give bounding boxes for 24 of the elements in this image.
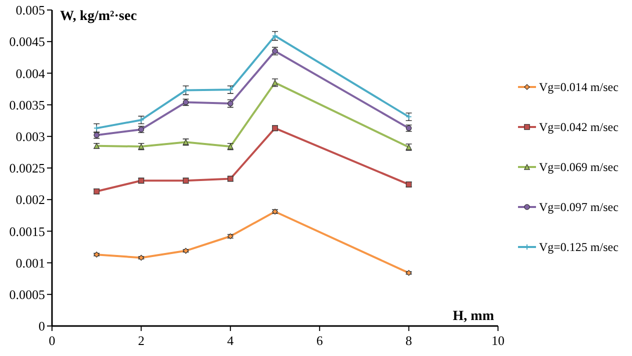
- x-tick-label: 8: [406, 333, 412, 348]
- y-tick-label: 0.0035: [9, 97, 45, 112]
- y-tick-label: 0.001: [16, 255, 45, 270]
- legend-label: Vg=0.125 m/sec: [539, 240, 618, 254]
- y-tick-label: 0.002: [16, 192, 45, 208]
- y-tick-label: 0.004: [16, 66, 46, 81]
- y-tick-label: 0.0045: [9, 34, 45, 50]
- x-axis-title: H, mm: [452, 309, 494, 324]
- legend-label: Vg=0.042 m/sec: [539, 120, 618, 134]
- y-tick-label: 0.0015: [9, 224, 45, 239]
- y-tick-label: 0.0005: [9, 286, 45, 302]
- x-tick-label: 4: [227, 333, 234, 348]
- x-tick-label: 10: [492, 333, 504, 348]
- x-tick-label: 2: [138, 333, 144, 348]
- y-tick-label: 0.0025: [9, 160, 45, 176]
- legend-label: Vg=0.014 m/sec: [539, 80, 618, 94]
- legend-label: Vg=0.097 m/sec: [539, 200, 618, 214]
- y-tick-label: 0.005: [16, 2, 45, 18]
- x-tick-label: 0: [48, 333, 56, 348]
- y-axis-title: W, kg/m²·sec: [60, 9, 137, 24]
- y-tick-label: 0.003: [16, 128, 45, 144]
- legend-label: Vg=0.069 m/sec: [539, 160, 618, 174]
- y-tick-label: 0: [38, 318, 45, 334]
- x-tick-label: 6: [316, 333, 324, 348]
